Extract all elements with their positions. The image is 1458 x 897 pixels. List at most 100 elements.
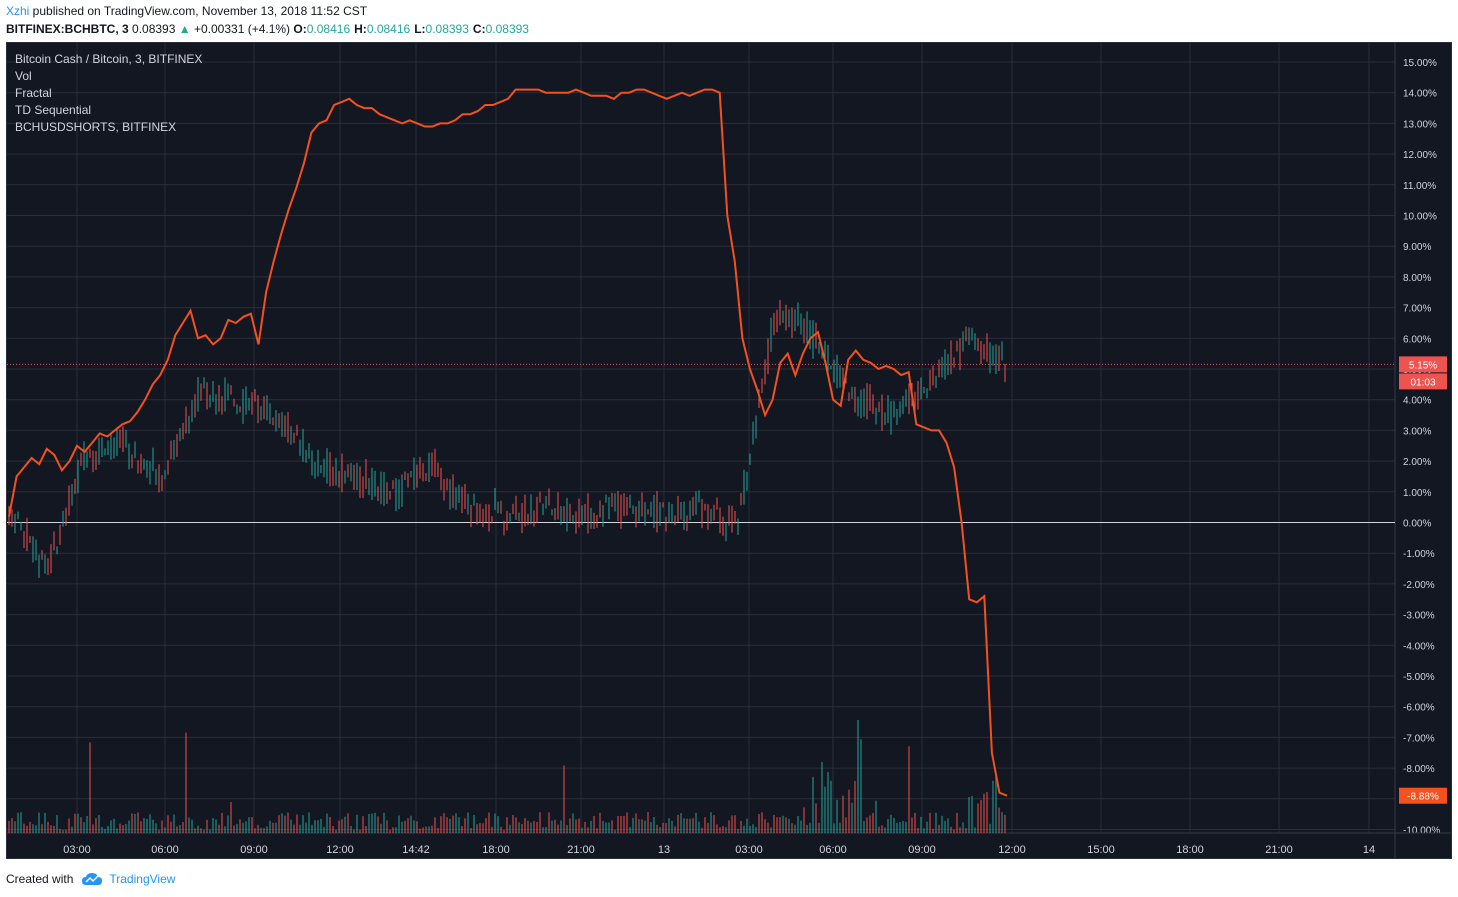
volume-bar xyxy=(494,813,496,833)
volume-bar xyxy=(515,817,517,833)
volume-bar xyxy=(92,824,94,833)
volume-bar xyxy=(107,825,109,833)
volume-bar xyxy=(443,813,445,833)
volume-bar xyxy=(122,825,124,833)
volume-bar xyxy=(329,816,331,833)
volume-bar xyxy=(878,826,880,833)
volume-bar xyxy=(386,820,388,833)
tradingview-brand-link[interactable]: TradingView xyxy=(109,872,176,886)
volume-bar xyxy=(302,815,304,833)
volume-bar xyxy=(602,820,604,833)
volume-bar xyxy=(893,817,895,833)
volume-bar xyxy=(131,813,133,833)
volume-bar xyxy=(437,828,439,833)
legend-fractal[interactable]: Fractal xyxy=(15,86,52,100)
y-tick-label: 15.00% xyxy=(1403,58,1437,69)
open-label: O: xyxy=(293,22,307,36)
volume-bar xyxy=(533,820,535,833)
volume-bar xyxy=(608,822,610,833)
open-value: 0.08416 xyxy=(306,22,351,36)
volume-bar xyxy=(767,822,769,833)
volume-bar xyxy=(578,818,580,833)
volume-bar xyxy=(755,826,757,833)
volume-bar xyxy=(689,818,691,833)
y-tick-label: -4.00% xyxy=(1403,641,1435,652)
volume-bar xyxy=(800,820,802,833)
volume-bar xyxy=(236,823,238,833)
volume-bar xyxy=(320,818,322,833)
volume-bar xyxy=(173,814,175,833)
volume-bar xyxy=(314,820,316,833)
legend-volume[interactable]: Vol xyxy=(15,69,32,83)
volume-bar xyxy=(989,823,991,833)
volume-bar xyxy=(8,820,10,833)
volume-bar xyxy=(257,824,259,833)
author-link[interactable]: Xzhi xyxy=(6,4,30,18)
volume-bar xyxy=(497,816,499,833)
volume-bar xyxy=(356,814,358,833)
legend-td-sequential[interactable]: TD Sequential xyxy=(15,103,92,117)
volume-bar xyxy=(251,817,253,833)
volume-bar xyxy=(503,829,505,833)
volume-bar xyxy=(83,822,85,833)
volume-bar xyxy=(890,814,892,833)
volume-bar xyxy=(419,828,421,833)
legend-main-series[interactable]: Bitcoin Cash / Bitcoin, 3, BITFINEX xyxy=(15,52,203,66)
volume-bar xyxy=(68,818,70,833)
volume-bar xyxy=(749,825,751,833)
chart-panel[interactable]: 15.00% 14.00% 13.00% 12.00% 11.00% 10.00% 9.00… xyxy=(6,42,1452,859)
volume-bar xyxy=(278,815,280,833)
volume-bar xyxy=(14,821,16,833)
y-tick-label: -2.00% xyxy=(1403,580,1435,591)
volume-bar xyxy=(758,814,760,833)
volume-bar xyxy=(773,814,775,833)
publish-header: Xzhi published on TradingView.com, Novem… xyxy=(6,2,367,20)
volume-bar xyxy=(473,815,475,833)
shorts-badge-bg xyxy=(1399,787,1447,804)
volume-bar xyxy=(206,819,208,833)
volume-bar xyxy=(857,720,859,833)
volume-bar xyxy=(935,812,937,833)
volume-bar xyxy=(230,802,232,833)
volume-bar xyxy=(824,786,826,833)
volume-bar xyxy=(818,822,820,833)
volume-bar xyxy=(653,817,655,833)
volume-bar xyxy=(266,826,268,833)
y-tick-label: 4.00% xyxy=(1403,396,1431,407)
volume-bar xyxy=(110,820,112,833)
volume-bar xyxy=(98,815,100,833)
volume-bar xyxy=(401,821,403,833)
volume-bar xyxy=(479,823,481,833)
volume-bar xyxy=(410,815,412,833)
volume-bar xyxy=(707,822,709,833)
volume-bar xyxy=(482,823,484,833)
volume-bar xyxy=(698,821,700,833)
volume-bar xyxy=(902,821,904,833)
volume-bar xyxy=(281,813,283,833)
volume-bar xyxy=(335,829,337,833)
low-label: L: xyxy=(414,22,426,36)
volume-bar xyxy=(113,818,115,833)
volume-bar xyxy=(227,815,229,833)
volume-bar xyxy=(827,772,829,833)
legend-shorts[interactable]: BCHUSDSHORTS, BITFINEX xyxy=(15,120,177,134)
volume-bar xyxy=(923,828,925,833)
volume-bar xyxy=(1004,814,1006,833)
volume-bar xyxy=(596,828,598,833)
volume-bar xyxy=(164,827,166,833)
volume-bar xyxy=(398,815,400,833)
volume-bar xyxy=(593,815,595,833)
volume-bar xyxy=(290,819,292,833)
volume-bar xyxy=(536,821,538,833)
high-value: 0.08416 xyxy=(366,22,411,36)
volume-bar xyxy=(413,820,415,833)
volume-bar xyxy=(917,828,919,833)
volume-bar xyxy=(218,824,220,833)
volume-bar xyxy=(584,821,586,833)
volume-bar xyxy=(728,820,730,833)
volume-bar xyxy=(239,819,241,833)
chart-svg[interactable]: 15.00% 14.00% 13.00% 12.00% 11.00% 10.00% 9.00… xyxy=(7,43,1451,858)
volume-bar xyxy=(974,827,976,833)
volume-bar xyxy=(359,829,361,833)
volume-bar xyxy=(80,817,82,833)
